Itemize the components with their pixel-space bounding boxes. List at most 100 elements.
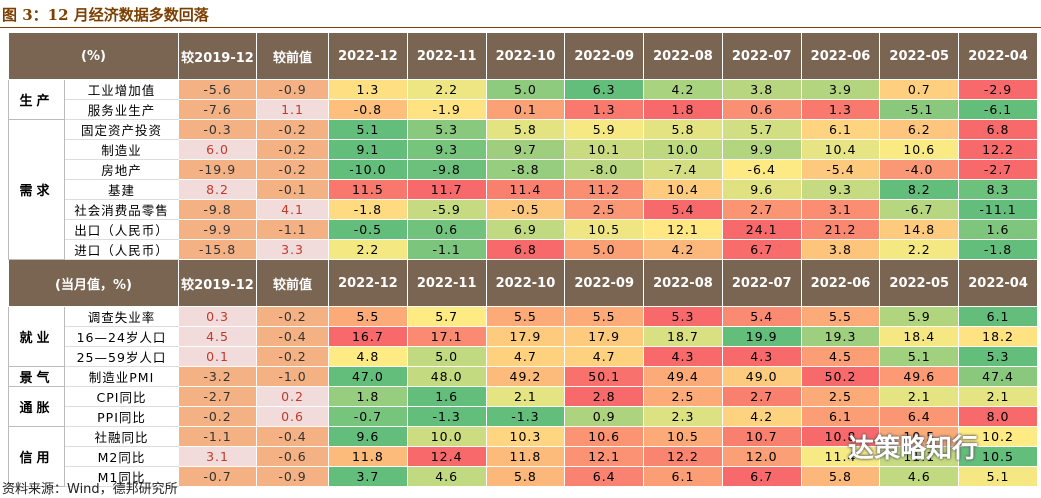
change-cell: -15.8 <box>178 239 258 260</box>
value-cell: 19.3 <box>800 326 881 347</box>
header-cell: 2022-10 <box>485 259 566 307</box>
table: (%) 较2019-12 较前值 2022-12 2022-11 2022-10 2022-… <box>7 32 1038 487</box>
change-cell: 0.6 <box>256 406 330 427</box>
value-cell: -2.9 <box>958 79 1038 100</box>
value-cell: -6.1 <box>958 99 1038 120</box>
value-cell: 5.5 <box>800 306 881 327</box>
value-cell: 4.6 <box>879 466 960 487</box>
change-cell: -1.0 <box>256 366 330 387</box>
value-cell: 3.7 <box>328 466 408 487</box>
value-cell: -7.4 <box>643 159 723 180</box>
value-cell: 5.1 <box>958 466 1038 487</box>
change-cell: -5.6 <box>178 79 258 100</box>
value-cell: -8.8 <box>485 159 566 180</box>
value-cell: 10.2 <box>958 426 1038 447</box>
row-label: 出口（人民币） <box>63 219 180 240</box>
value-cell: 12.1 <box>643 219 723 240</box>
value-cell: -1.8 <box>958 239 1038 260</box>
value-cell: 2.1 <box>958 386 1038 407</box>
value-cell: 11.4 <box>485 179 566 200</box>
value-cell: 0.6 <box>406 219 487 240</box>
change-cell: 0.1 <box>178 346 258 367</box>
value-cell: 6.1 <box>643 466 723 487</box>
value-cell: 2.2 <box>328 239 408 260</box>
change-cell: -7.6 <box>178 99 258 120</box>
data-row: 服务业生产 -7.6 1.1 -0.8 -1.9 0.1 1.3 1.8 0.6 1.3 -5.1-… <box>9 99 1038 120</box>
value-cell: 6.7 <box>721 466 802 487</box>
value-cell: -2.7 <box>958 159 1038 180</box>
value-cell: 8.0 <box>958 406 1038 427</box>
value-cell: 10.5 <box>564 219 645 240</box>
header-cell: 较2019-12 <box>178 32 258 80</box>
value-cell: 47.4 <box>958 366 1038 387</box>
value-cell: 1.3 <box>328 79 408 100</box>
value-cell: 6.1 <box>958 306 1038 327</box>
value-cell: 4.5 <box>800 346 881 367</box>
change-cell: -0.1 <box>256 179 330 200</box>
change-cell: -0.4 <box>256 426 330 447</box>
value-cell: 3.8 <box>721 79 802 100</box>
value-cell: 11.4 <box>800 446 881 467</box>
header-row: (当月值，%) 较2019-12 较前值 2022-12 2022-11 2022-10 2… <box>7 259 1038 307</box>
change-cell: -0.4 <box>256 326 330 347</box>
change-cell: -0.9 <box>256 466 330 487</box>
group-label: 通胀 <box>8 386 65 427</box>
header-row: (%) 较2019-12 较前值 2022-12 2022-11 2022-10 2022-… <box>7 32 1038 80</box>
change-cell: 6.0 <box>178 139 258 160</box>
value-cell: 17.1 <box>406 326 487 347</box>
value-cell: 5.0 <box>564 239 645 260</box>
row-label: 16—24岁人口 <box>63 326 180 347</box>
value-cell: 5.4 <box>721 306 802 327</box>
change-cell: -1.1 <box>256 219 330 240</box>
change-cell: -9.8 <box>178 199 258 220</box>
value-cell: 5.9 <box>879 306 960 327</box>
header-cell: 2022-06 <box>800 259 881 307</box>
value-cell: 1.6 <box>406 386 487 407</box>
row-label: M2同比 <box>63 446 180 467</box>
value-cell: -1.3 <box>406 406 487 427</box>
value-cell: 4.2 <box>643 79 723 100</box>
value-cell: 48.0 <box>406 366 487 387</box>
value-cell: 1.3 <box>800 99 881 120</box>
value-cell: 10.4 <box>643 179 723 200</box>
change-cell: 3.1 <box>178 446 258 467</box>
change-cell: -0.2 <box>256 119 330 140</box>
header-cell: 较前值 <box>256 32 330 80</box>
value-cell: 17.9 <box>564 326 645 347</box>
value-cell: 5.3 <box>958 346 1038 367</box>
value-cell: -6.7 <box>879 199 960 220</box>
value-cell: -6.4 <box>721 159 802 180</box>
watermark: 达策略知行 <box>848 434 979 464</box>
value-cell: 5.1 <box>879 346 960 367</box>
value-cell: 17.9 <box>485 326 566 347</box>
value-cell: 19.9 <box>721 326 802 347</box>
change-cell: 8.2 <box>178 179 258 200</box>
header-cell: 2022-05 <box>879 259 960 307</box>
title-rule <box>0 27 1041 28</box>
row-label: 固定资产投资 <box>63 119 180 140</box>
value-cell: -0.7 <box>328 406 408 427</box>
value-cell: 1.8 <box>643 99 723 120</box>
data-row: 房地产 -19.9 -0.2 -10.0 -9.8 -8.8 -8.0 -7.4 -6.4 -5.… <box>9 159 1038 180</box>
value-cell: 49.4 <box>643 366 723 387</box>
value-cell: 4.7 <box>485 346 566 367</box>
row-label: 工业增加值 <box>63 79 180 100</box>
value-cell: 5.8 <box>800 466 881 487</box>
value-cell: 4.3 <box>721 346 802 367</box>
row-label: 服务业生产 <box>63 99 180 120</box>
value-cell: 50.1 <box>564 366 645 387</box>
value-cell: 4.7 <box>564 346 645 367</box>
row-label: 制造业 <box>63 139 180 160</box>
value-cell: 3.1 <box>800 199 881 220</box>
value-cell: 5.8 <box>485 466 566 487</box>
data-row: 就业 调查失业率 0.3 -0.2 5.5 5.7 5.5 5.5 5.3 5.4 5.5 5.9 6.… <box>8 306 1038 367</box>
value-cell: 2.3 <box>643 406 723 427</box>
value-cell: 14.8 <box>879 219 960 240</box>
header-cell: 2022-07 <box>721 32 802 80</box>
title: 图 3：12 月经济数据多数回落 <box>2 6 209 24</box>
value-cell: -1.9 <box>406 99 487 120</box>
value-cell: 10.5 <box>643 426 723 447</box>
value-cell: 10.1 <box>564 139 645 160</box>
value-cell: 47.0 <box>328 366 408 387</box>
